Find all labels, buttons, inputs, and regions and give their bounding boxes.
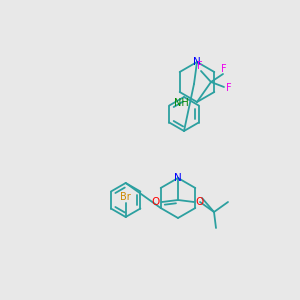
Text: N: N	[193, 57, 201, 67]
Text: O: O	[152, 197, 160, 207]
Text: F: F	[226, 83, 232, 93]
Text: NH: NH	[174, 98, 188, 108]
Text: O: O	[196, 197, 204, 207]
Text: Br: Br	[120, 192, 131, 202]
Text: N: N	[174, 173, 182, 183]
Text: F: F	[221, 64, 227, 74]
Text: F: F	[197, 61, 203, 71]
